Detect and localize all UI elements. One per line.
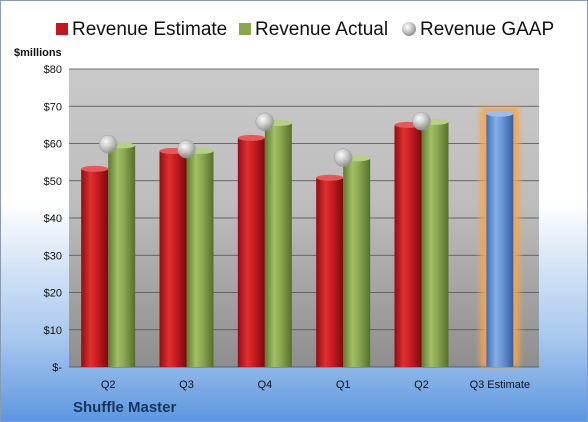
y-tick-label: $70: [44, 101, 62, 113]
legend: Revenue Estimate Revenue Actual Revenue …: [56, 19, 554, 40]
bar-revenue-estimate: [486, 113, 514, 367]
gaap-marker: [255, 112, 275, 132]
x-tick-label: Q3: [179, 379, 194, 391]
x-tick-label: Q2: [414, 379, 429, 391]
bar-revenue-actual: [186, 150, 214, 367]
bar-top-cap: [237, 134, 265, 141]
legend-label-gaap: Revenue GAAP: [420, 19, 554, 40]
y-axis: $- $10 $20 $30 $40 $50 $60 $70 $80: [44, 64, 63, 374]
bar-revenue-actual: [108, 145, 136, 367]
bar-revenue-estimate: [81, 168, 109, 367]
x-tick-label: Q4: [257, 379, 272, 391]
x-axis: Q2 Q3 Q4 Q1 Q2 Q3 Estimate: [101, 379, 530, 391]
legend-label-actual: Revenue Actual: [255, 19, 388, 40]
bar-revenue-actual: [264, 123, 292, 367]
bar-revenue-estimate: [237, 137, 265, 367]
gridlines: [69, 68, 539, 368]
y-tick-label: $20: [44, 288, 62, 300]
gaap-markers: [98, 111, 431, 167]
x-tick-label: Q2: [101, 379, 116, 391]
gaap-marker: [333, 148, 353, 167]
y-tick-label: $10: [44, 325, 62, 337]
gaap-marker: [98, 134, 118, 154]
bar-revenue-estimate: [394, 124, 422, 367]
bar-top-cap: [81, 165, 109, 172]
bar-top-cap: [486, 110, 514, 117]
y-tick-label: $-: [52, 362, 62, 374]
bar-revenue-estimate: [159, 150, 187, 367]
y-tick-label: $50: [44, 176, 62, 188]
legend-swatch-gaap: [402, 22, 416, 36]
x-tick-label: Q1: [336, 379, 351, 391]
y-tick-label: $40: [44, 213, 62, 225]
legend-label-estimate: Revenue Estimate: [72, 19, 227, 40]
y-tick-label: $80: [44, 64, 62, 76]
x-tick-label: Q3 Estimate: [470, 379, 531, 391]
legend-swatch-actual: [239, 23, 251, 35]
y-tick-label: $30: [44, 250, 62, 262]
bar-revenue-actual: [421, 121, 449, 368]
legend-item-estimate: Revenue Estimate: [56, 19, 227, 40]
unit-label: $millions: [14, 47, 62, 59]
legend-item-actual: Revenue Actual: [239, 19, 388, 40]
legend-swatch-estimate: [56, 23, 68, 35]
bar-top-cap: [316, 174, 344, 181]
bars: [81, 107, 520, 368]
gaap-marker: [177, 139, 196, 159]
company-name: Shuffle Master: [73, 399, 177, 416]
bar-revenue-estimate: [316, 177, 344, 367]
bar-revenue-actual: [343, 158, 371, 367]
legend-item-gaap: Revenue GAAP: [402, 19, 554, 40]
y-tick-label: $60: [44, 139, 62, 151]
gaap-marker: [412, 111, 431, 131]
